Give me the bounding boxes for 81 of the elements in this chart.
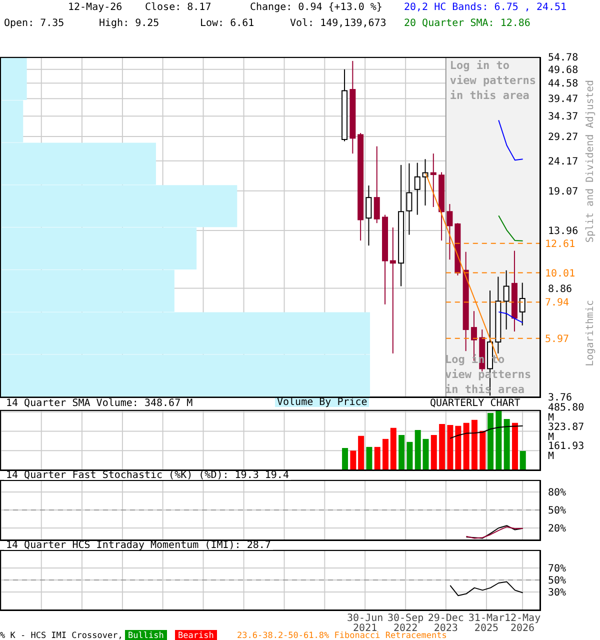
bar <box>430 434 437 470</box>
bar <box>342 448 348 470</box>
text: 20 Quarter SMA: 12.86 <box>404 18 530 30</box>
bar <box>504 418 510 470</box>
band-label: Log in to view patterns in this area <box>450 59 536 102</box>
text: Change: 0.94 {+13.0 %} <box>250 2 382 14</box>
text: Split and Dividend Adjusted <box>585 80 597 243</box>
y-tick-label: 323.87 M <box>548 422 584 443</box>
bar <box>488 412 494 470</box>
chart-title: 14 Quarter SMA Volume: 348.67 M <box>4 398 195 409</box>
text: % K - HCS IMI Crossover, <box>0 630 123 640</box>
line-series <box>450 425 524 439</box>
candlestick <box>374 146 380 224</box>
bar <box>496 410 502 470</box>
ref-line-label: 5.97 <box>545 334 570 345</box>
candlestick <box>446 204 453 260</box>
text: Bullish <box>125 630 167 640</box>
x-tick-label: 12-May 2026 <box>504 613 541 634</box>
bar <box>471 420 478 470</box>
text: QUARTERLY CHART <box>430 398 520 410</box>
bar <box>512 422 518 470</box>
bar <box>390 428 396 470</box>
y-tick-label: 30% <box>548 588 566 599</box>
text: Logarithmic <box>585 300 597 366</box>
line-series <box>450 581 524 596</box>
candlestick <box>366 185 372 246</box>
bar <box>406 442 413 470</box>
bar <box>439 424 446 470</box>
line-series <box>498 311 524 324</box>
y-tick-label: 3.76 <box>548 392 572 404</box>
bar <box>520 450 526 470</box>
y-tick-label: 70% <box>548 564 566 575</box>
y-tick-label: 44.58 <box>548 78 578 90</box>
bar <box>447 424 454 470</box>
y-tick-label: 50% <box>548 506 566 517</box>
ref-line-label: 12.61 <box>545 238 576 250</box>
text: High: 9.25 <box>99 18 160 30</box>
text: 12-May-26 <box>68 2 122 14</box>
y-tick-label: 39.47 <box>548 94 578 106</box>
y-tick-label: 29.27 <box>548 132 578 144</box>
bar <box>455 426 462 470</box>
line-series <box>498 120 524 161</box>
bar <box>480 430 486 470</box>
bar <box>382 438 389 470</box>
y-tick-label: 8.86 <box>548 284 572 295</box>
chart-title: 14 Quarter Fast Stochastic (%K) (%D): 19.3 19.4 <box>4 470 291 481</box>
text: Low: 6.61 <box>200 18 254 30</box>
y-tick-label: 34.37 <box>548 112 578 123</box>
text: Vol: 149,139,673 <box>290 18 386 30</box>
line-series <box>498 215 524 242</box>
candlestick <box>390 226 396 354</box>
bar <box>463 422 470 470</box>
text: Open: 7.35 <box>4 18 64 30</box>
y-tick-label: 54.78 <box>548 52 578 64</box>
y-tick-label: 80% <box>548 488 566 499</box>
y-tick-label: 49.68 <box>548 64 578 76</box>
bar <box>366 446 372 470</box>
text: Volume By Price <box>275 397 370 408</box>
y-tick-label: 485.80 M <box>548 402 584 424</box>
candlestick <box>430 153 436 208</box>
y-tick-label: 50% <box>548 576 566 587</box>
text: 23.6-38.2-50-61.8% Fibonacci Retracements <box>237 631 447 640</box>
candlestick <box>519 282 526 326</box>
y-tick-label: 161.93 M <box>548 441 584 462</box>
chart-title: 14 Quarter HCS Intraday Momentum (IMI): 28.7 <box>4 540 273 551</box>
candlestick <box>503 270 510 330</box>
bar <box>358 436 364 470</box>
candlestick <box>406 162 412 236</box>
bar <box>350 450 356 470</box>
y-tick-label: 13.96 <box>548 226 578 238</box>
text: Bearish <box>175 630 217 640</box>
bar <box>398 434 405 470</box>
text: 20,2 HC Bands: 6.75 , 24.51 <box>404 2 567 14</box>
y-tick-label: 19.07 <box>548 186 578 198</box>
text: Close: 8.17 <box>145 2 212 14</box>
x-tick-label: 31-Mar 2025 <box>468 613 505 634</box>
y-tick-label: 20% <box>548 524 566 535</box>
ref-line-label: 10.01 <box>545 268 576 280</box>
y-tick-label: 24.17 <box>548 156 578 168</box>
bar <box>374 446 380 470</box>
ref-line-label: 7.94 <box>545 298 570 309</box>
